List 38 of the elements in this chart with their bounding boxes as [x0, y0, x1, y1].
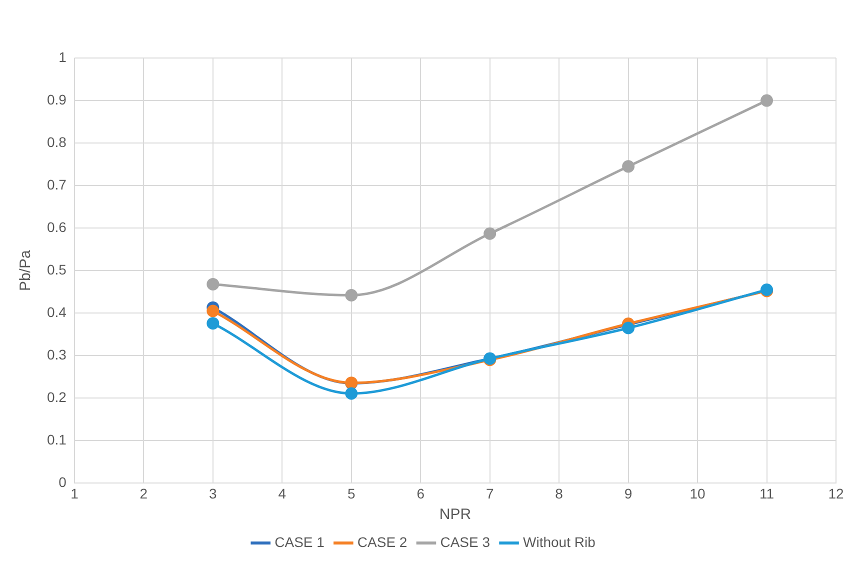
point: [622, 160, 635, 173]
y-tick-label: 0: [58, 474, 67, 490]
legend-label: CASE 3: [440, 534, 490, 550]
point: [345, 289, 358, 302]
x-tick-label: 12: [828, 485, 844, 502]
y-tick-label: 0.2: [46, 389, 67, 406]
legend-label: CASE 1: [274, 534, 325, 550]
point: [206, 278, 220, 290]
y-axis-title: Pb/Pa: [17, 250, 34, 292]
x-tick-label: 8: [555, 485, 564, 502]
x-tick-label: 11: [759, 485, 774, 502]
point: [206, 304, 220, 318]
y-tick-label: 1: [58, 48, 67, 65]
x-axis-title: NPR: [439, 506, 472, 524]
y-tick-label: 0.3: [46, 346, 67, 362]
x-tick-label: 7: [486, 485, 494, 502]
y-tick-label: 0.6: [46, 218, 67, 235]
point: [206, 317, 220, 330]
x-tick-label: 5: [347, 485, 356, 502]
x-tick-label: 4: [278, 485, 286, 502]
point: [622, 322, 635, 334]
x-tick-label: 6: [416, 485, 425, 502]
point: [484, 227, 496, 240]
x-tick-label: 10: [690, 485, 706, 502]
x-tick-label: 1: [70, 485, 79, 502]
legend-label: Without Rib: [523, 534, 596, 550]
y-tick-label: 0.5: [46, 261, 67, 278]
y-tick-label: 0.4: [46, 304, 67, 320]
y-tick-label: 0.1: [46, 432, 67, 448]
point: [760, 94, 774, 107]
y-tick-label: 0.7: [46, 176, 67, 192]
x-tick-label: 9: [624, 485, 632, 502]
y-tick-label: 0.9: [46, 91, 67, 108]
y-tick-label: 0.8: [46, 134, 67, 150]
x-tick-label: 3: [209, 485, 218, 502]
legend-label: CASE 2: [357, 534, 408, 550]
x-tick-label: 2: [140, 485, 148, 502]
point: [345, 387, 358, 400]
